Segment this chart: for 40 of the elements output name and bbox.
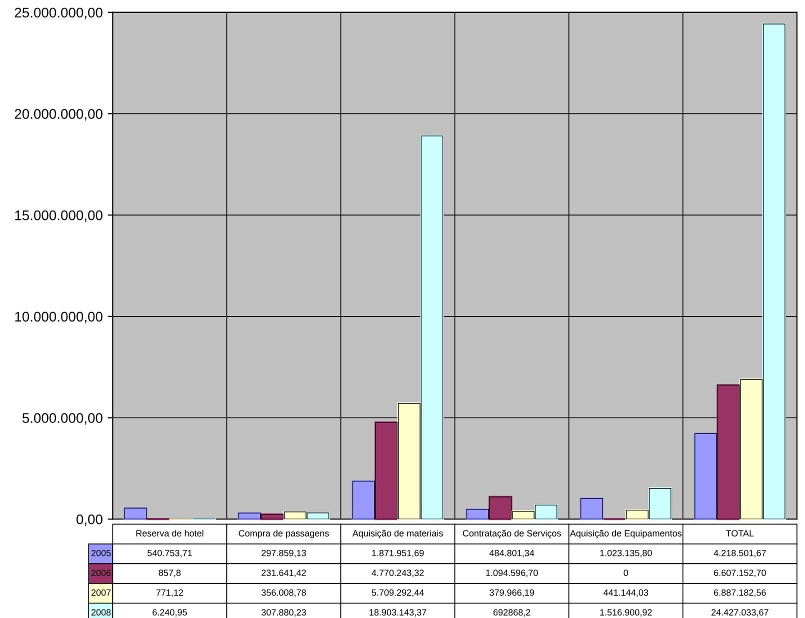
data-label: 441.144,03 (604, 589, 648, 597)
x-tick-label: Reserva de hotel (136, 530, 204, 536)
data-label: 484.801,34 (489, 550, 534, 558)
data-label: 4.770.243,32 (372, 570, 424, 578)
text: 2005 (91, 550, 111, 556)
y-tick-label: 0,00 (76, 514, 102, 526)
data-label: 692868,2 (493, 609, 530, 617)
x-tick-label: Contratação de Serviços (462, 530, 561, 538)
data-label: 1.023.135,80 (600, 550, 652, 558)
data-label: 379.966,19 (490, 589, 534, 597)
x-tick-label: TOTAL (726, 530, 754, 536)
data-label: 6.240,95 (152, 609, 187, 617)
data-label: 540.753,71 (147, 550, 192, 558)
data-label: 1.516.900,92 (600, 609, 652, 617)
y-tick-label: 20.000.000,00 (14, 109, 102, 121)
y-tick-label: 25.000.000,00 (14, 8, 102, 20)
data-label: 857,8 (158, 570, 181, 578)
data-label: 5.709.292,44 (372, 589, 424, 597)
y-tick-label: 10.000.000,00 (15, 312, 102, 324)
text: 2007 (91, 589, 111, 596)
data-label: 0 (624, 570, 628, 576)
text: 2008 (91, 609, 111, 616)
data-label: 356.008,78 (262, 589, 306, 597)
data-label: 24.427.033,67 (712, 609, 768, 617)
data-label: 6.607.152,70 (714, 570, 766, 578)
x-tick-label: Aquisição de materiais (352, 530, 443, 538)
data-label: 231.641,42 (262, 570, 306, 578)
data-label: 297.859,13 (262, 550, 306, 558)
data-label: 307.880,23 (262, 609, 306, 617)
data-label: 4.218.501,67 (714, 550, 766, 558)
data-label: 1.871.951,69 (372, 550, 424, 558)
x-tick-label: Compra de passagens (238, 530, 329, 538)
data-label: 18.903.143,37 (370, 609, 426, 617)
text: 2006 (91, 570, 111, 576)
data-label: 771,12 (156, 589, 184, 597)
y-tick-label: 5.000.000,00 (22, 413, 102, 425)
data-label: 1.094.596,70 (486, 570, 538, 578)
data-label: 6.887.182,56 (714, 589, 766, 597)
y-tick-label: 15.000.000,00 (15, 210, 102, 222)
x-tick-label: Aquisição de Equipamentos (570, 530, 682, 538)
